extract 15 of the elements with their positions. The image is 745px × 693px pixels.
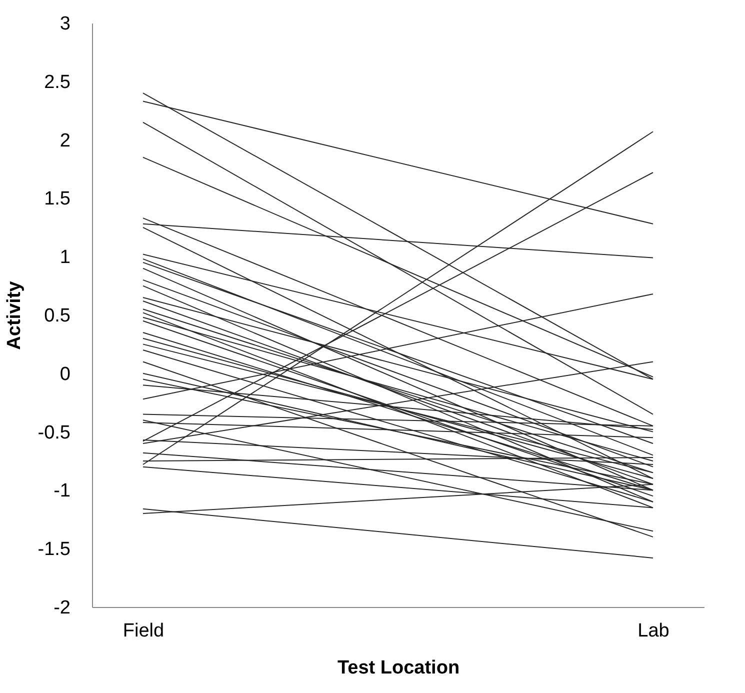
y-tick-label: -2 — [54, 598, 70, 618]
y-tick-label: -0.5 — [38, 422, 70, 444]
y-tick-label: -1.5 — [38, 539, 70, 560]
x-tick-label: Field — [122, 620, 164, 642]
y-tick-label: 0 — [60, 364, 70, 385]
y-tick-label: 1.5 — [44, 188, 70, 210]
x-axis-title: Test Location — [337, 658, 460, 678]
y-tick-label: 2.5 — [44, 72, 70, 93]
y-tick-label: 0.5 — [44, 306, 70, 326]
y-axis-title: Activity — [4, 280, 25, 350]
y-tick-label: 1 — [60, 247, 70, 268]
y-tick-label: 2 — [60, 130, 70, 152]
y-tick-label: 3 — [60, 14, 70, 34]
x-tick-label: Lab — [638, 620, 670, 642]
y-tick-label: -1 — [54, 480, 70, 502]
